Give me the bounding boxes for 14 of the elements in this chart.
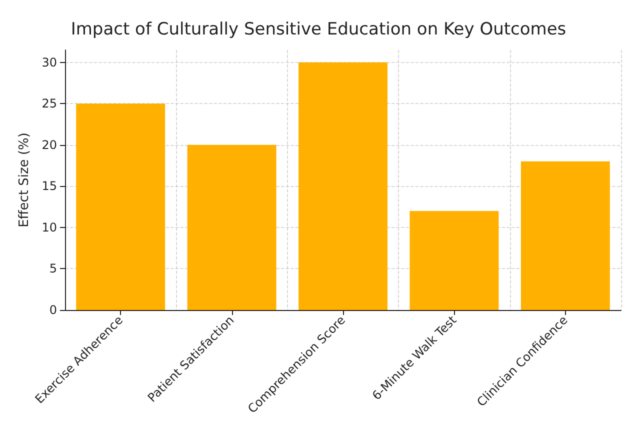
y-tick-label: 25	[42, 96, 57, 111]
y-tick-label: 0	[49, 303, 57, 317]
bar	[187, 144, 276, 310]
y-axis-title: Effect Size (%)	[16, 132, 32, 228]
y-tick-label: 5	[49, 262, 57, 276]
bar	[298, 62, 388, 310]
bar	[410, 210, 499, 310]
bar	[520, 161, 610, 310]
y-tick-label: 30	[42, 55, 57, 70]
y-tick-label: 20	[42, 138, 57, 152]
chart-title: Impact of Culturally Sensitive Education on Key Outcomes	[70, 20, 566, 40]
y-tick-label: 15	[42, 179, 57, 194]
y-tick-label: 10	[42, 220, 57, 234]
bar	[76, 104, 166, 310]
